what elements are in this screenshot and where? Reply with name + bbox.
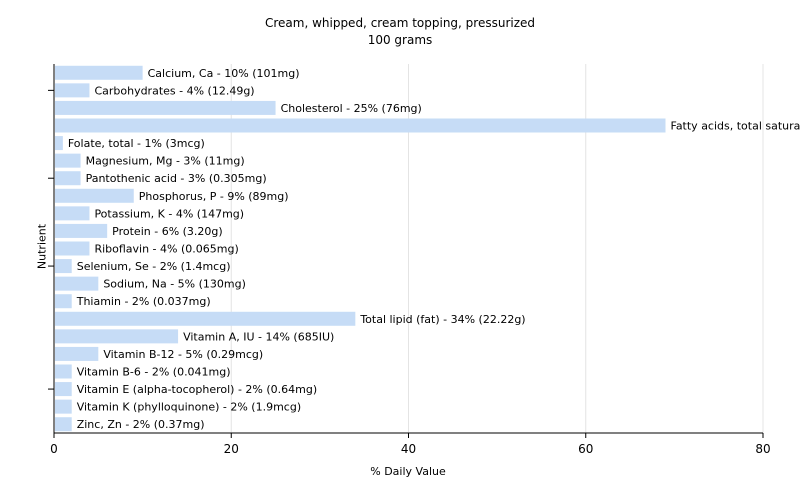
bar-label: Vitamin A, IU - 14% (685IU): [183, 330, 334, 343]
bar: [55, 100, 276, 115]
x-axis-label: % Daily Value: [370, 465, 446, 478]
bar-label: Vitamin B-12 - 5% (0.29mcg): [103, 348, 263, 361]
chart-title: Cream, whipped, cream topping, pressuriz…: [264, 16, 536, 30]
bar-label: Sodium, Na - 5% (130mg): [103, 278, 246, 291]
bar: [55, 206, 90, 221]
bar-label: Carbohydrates - 4% (12.49g): [94, 84, 254, 97]
bar-label: Protein - 6% (3.20g): [112, 225, 223, 238]
bar: [55, 311, 356, 326]
bar: [55, 241, 90, 256]
bar-label: Riboflavin - 4% (0.065mg): [94, 243, 238, 256]
bar: [55, 83, 90, 98]
bar: [55, 153, 81, 168]
x-tick-label: 60: [578, 442, 593, 456]
bar-label: Phosphorus, P - 9% (89mg): [139, 190, 289, 203]
bar-label: Calcium, Ca - 10% (101mg): [148, 67, 300, 80]
bar: [55, 364, 72, 379]
bar-label: Zinc, Zn - 2% (0.37mg): [77, 418, 205, 431]
y-axis-label: Nutrient: [35, 223, 49, 270]
bar-label: Vitamin B-6 - 2% (0.041mg): [77, 366, 231, 379]
bar: [55, 276, 99, 291]
x-tick-label: 20: [224, 442, 239, 456]
bar-label: Cholesterol - 25% (76mg): [281, 102, 422, 115]
x-tick-label: 80: [755, 442, 770, 456]
x-tick-label: 40: [401, 442, 416, 456]
bar: [55, 188, 134, 203]
chart-subtitle: 100 grams: [367, 33, 433, 47]
bar-label: Thiamin - 2% (0.037mg): [76, 295, 211, 308]
bar: [55, 259, 72, 274]
bar: [55, 118, 666, 133]
bar: [55, 171, 81, 186]
bar: [55, 417, 72, 432]
bar-label: Vitamin E (alpha-tocopherol) - 2% (0.64m…: [77, 383, 317, 396]
bar-label: Folate, total - 1% (3mcg): [68, 137, 205, 150]
bar: [55, 329, 179, 344]
bar-label: Fatty acids, total saturated - 69% (13.8…: [671, 120, 800, 133]
bar-label: Selenium, Se - 2% (1.4mcg): [77, 260, 231, 273]
bar: [55, 399, 72, 414]
bar-label: Total lipid (fat) - 34% (22.22g): [359, 313, 525, 326]
bar: [55, 223, 108, 238]
bar-label: Vitamin K (phylloquinone) - 2% (1.9mcg): [77, 401, 301, 414]
bar: [55, 346, 99, 361]
bar-label: Pantothenic acid - 3% (0.305mg): [86, 172, 267, 185]
bar: [55, 382, 72, 397]
bar: [55, 65, 143, 80]
bar: [55, 294, 72, 309]
bar: [55, 136, 63, 151]
bar-label: Potassium, K - 4% (147mg): [94, 207, 244, 220]
x-tick-label: 0: [50, 442, 58, 456]
bar-label: Magnesium, Mg - 3% (11mg): [86, 155, 245, 168]
